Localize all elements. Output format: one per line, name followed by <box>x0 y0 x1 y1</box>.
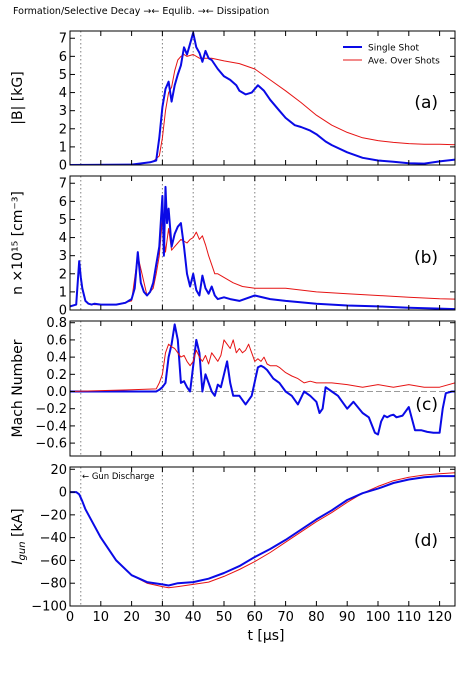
y-tick-label: −0.2 <box>35 402 67 417</box>
y-tick-label: 3 <box>59 104 67 119</box>
y-tick-label: 7 <box>59 177 67 192</box>
y-tick-label: 2 <box>59 122 67 137</box>
panels: 0 1 2 3 4 5 6 7 |B| [kG] (a) Single Shot Ave. Over … <box>10 30 456 625</box>
y-tick-label: 4 <box>59 231 67 246</box>
y-tick-label: 7 <box>59 32 67 47</box>
series-single-shot-line <box>70 475 455 587</box>
y-axis-label: |B| [kG] <box>10 71 26 124</box>
y-tick-label: 0 <box>59 304 67 319</box>
panel-a: 0 1 2 3 4 5 6 7 |B| [kG] (a) Single Shot Ave. Over … <box>10 30 456 174</box>
y-tick-label: 0.2 <box>46 368 67 383</box>
x-tick-label: 120 <box>427 610 452 625</box>
y-tick-label: −60 <box>40 554 67 569</box>
y-tick-label: 3 <box>59 249 67 264</box>
x-tick-label: 40 <box>185 610 202 625</box>
x-tick-label: 0 <box>66 610 74 625</box>
y-tick-label: 4 <box>59 86 67 101</box>
gun-discharge-annotation: ← Gun Discharge <box>82 472 154 482</box>
x-tick-label: 100 <box>366 610 391 625</box>
y-tick-label: 0.6 <box>46 333 67 348</box>
y-tick-label: 0 <box>59 159 67 174</box>
x-tick-label: 110 <box>396 610 421 625</box>
plot-frame <box>69 175 456 311</box>
y-tick-label: 6 <box>59 195 67 210</box>
y-tick-label: 20 <box>50 463 67 478</box>
plot-frame <box>69 466 456 607</box>
series-average-line <box>70 339 455 392</box>
y-tick-label: 0.0 <box>46 385 67 400</box>
y-tick-label: 0 <box>59 486 67 501</box>
series-single-shot-line <box>70 185 455 310</box>
y-tick-label: 6 <box>59 50 67 65</box>
y-tick-label: −80 <box>40 577 67 592</box>
y-tick-label: −0.6 <box>35 437 67 452</box>
legend-average-label: Ave. Over Shots <box>368 57 440 67</box>
y-tick-label: −20 <box>40 508 67 523</box>
x-tick-label: 80 <box>308 610 325 625</box>
series-average-line <box>70 54 455 165</box>
y-tick-label: 1 <box>59 285 67 300</box>
y-axis-label: Mach Number <box>10 339 26 437</box>
y-tick-label: 5 <box>59 68 67 83</box>
legend-single-shot-label: Single Shot <box>368 44 419 54</box>
panel-b: 0 1 2 3 4 5 6 7 n ×10¹⁵ [cm⁻³] (b) <box>10 175 456 319</box>
plot-frame <box>69 320 456 457</box>
phase-header: Formation/Selective Decay →← Equlib. →← … <box>13 6 269 17</box>
series-single-shot-line <box>70 31 455 165</box>
panel-tag: (b) <box>414 248 438 268</box>
y-axis-label: n ×10¹⁵ [cm⁻³] <box>10 191 26 295</box>
y-tick-label: 5 <box>59 213 67 228</box>
x-tick-label: 70 <box>277 610 294 625</box>
x-axis-label: t [μs] <box>247 628 284 644</box>
panel-c: −0.6 −0.4 −0.2 0.0 0.2 0.4 0.6 0.8 Mach Number (c… <box>10 316 456 457</box>
x-tick-label: 90 <box>339 610 356 625</box>
y-tick-label: 0.4 <box>46 351 67 366</box>
x-tick-label: 30 <box>154 610 171 625</box>
series-average-line <box>70 219 455 307</box>
y-axis-label: Igun [kA] <box>10 508 28 564</box>
x-tick-label: 50 <box>216 610 233 625</box>
x-tick-label: 20 <box>123 610 140 625</box>
panel-tag: (a) <box>414 93 438 113</box>
x-tick-label: 60 <box>247 610 264 625</box>
y-tick-label: 1 <box>59 140 67 155</box>
panel-tag: (c) <box>415 395 438 415</box>
series-single-shot-line <box>70 323 455 436</box>
y-tick-label: −0.4 <box>35 419 67 434</box>
plot-frame <box>69 30 456 166</box>
y-tick-label: −40 <box>40 531 67 546</box>
y-tick-label: 2 <box>59 267 67 282</box>
y-tick-label: −100 <box>31 600 67 615</box>
x-tick-label: 10 <box>93 610 110 625</box>
panel-tag: (d) <box>414 531 438 551</box>
legend: Single Shot Ave. Over Shots <box>343 44 440 67</box>
y-tick-label: 0.8 <box>46 316 67 331</box>
panel-d: −100 −80 −60 −40 −20 0 20 0 10 20 30 40 50 60 70 80 90 10… <box>10 463 456 625</box>
